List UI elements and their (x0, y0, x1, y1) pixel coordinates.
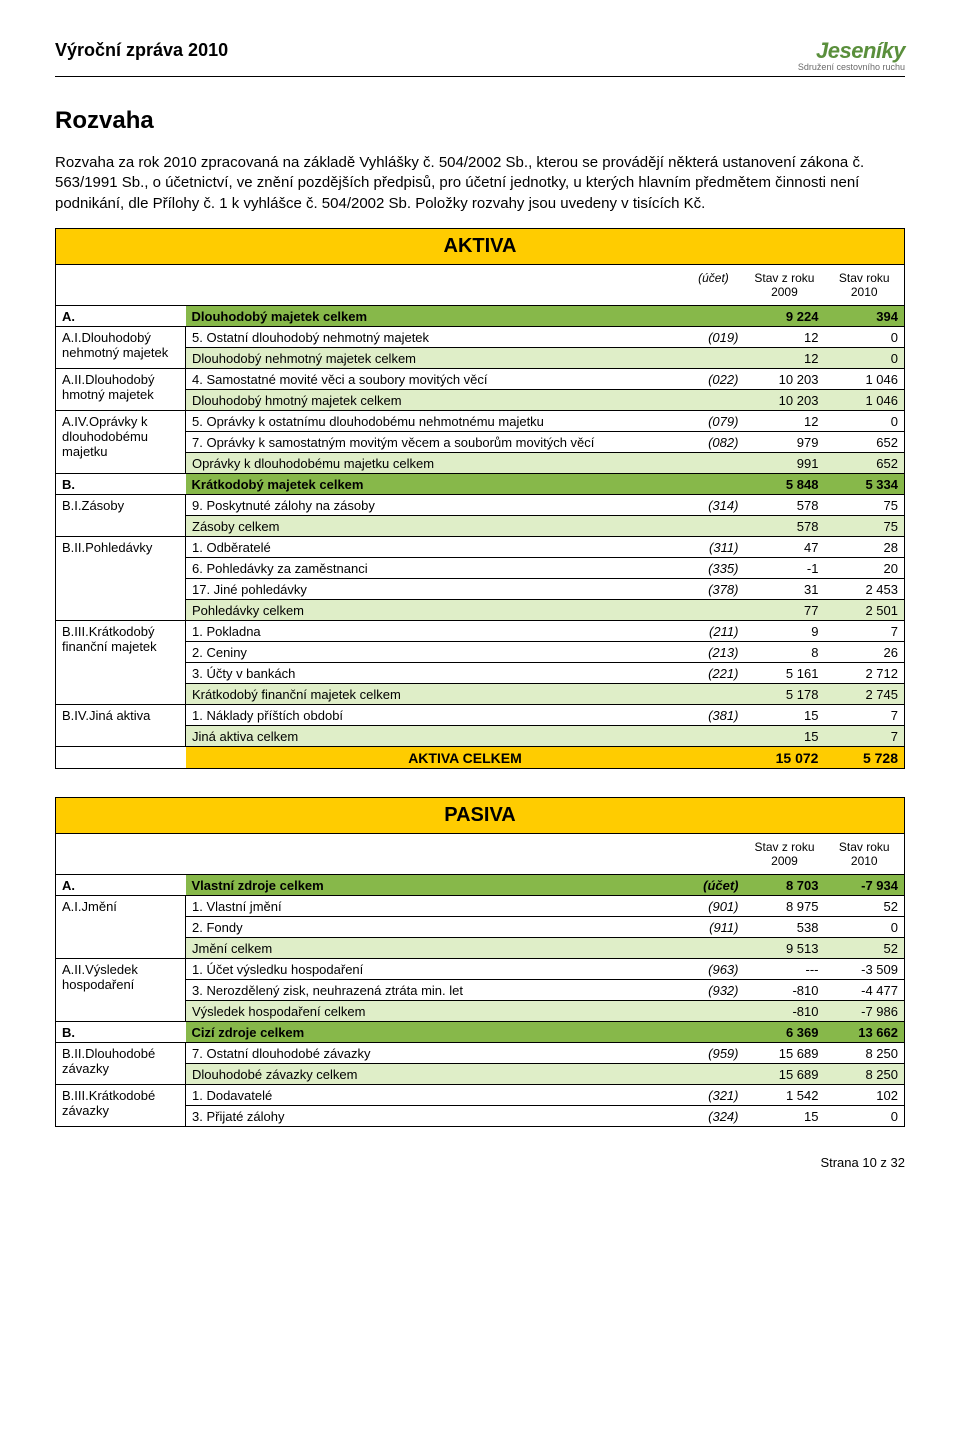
aktiva-banner: AKTIVA (56, 228, 905, 264)
row-desc: Dlouhodobý majetek celkem (186, 305, 745, 326)
aktiva-table: AKTIVA (účet) Stav z roku 2009 Stav roku… (55, 228, 905, 769)
logo-subtitle: Sdružení cestovního ruchu (798, 63, 905, 72)
row-label: A.IV.Oprávky k dlouhodobému majetku (56, 410, 186, 473)
section-heading: Rozvaha (55, 107, 905, 135)
logo-text: Jeseníky (798, 40, 905, 62)
col-2009: Stav z roku 2009 (744, 264, 824, 305)
row-label: A.II.Dlouhodobý hmotný majetek (56, 368, 186, 410)
intro-paragraph: Rozvaha za rok 2010 zpracovaná na základ… (55, 153, 905, 214)
page-number: Strana 10 z 32 (820, 1155, 905, 1170)
row-label: A.I.Dlouhodobý nehmotný majetek (56, 326, 186, 368)
row-val: 9 224 (744, 305, 824, 326)
doc-title: Výroční zpráva 2010 (55, 40, 228, 61)
col-2010: Stav roku 2010 (824, 264, 904, 305)
col-acct: (účet) (682, 264, 744, 305)
row-val: 394 (824, 305, 904, 326)
logo: Jeseníky Sdružení cestovního ruchu (798, 40, 905, 72)
page-footer: Strana 10 z 32 (55, 1155, 905, 1170)
pasiva-table: PASIVA Stav z roku 2009 Stav roku 2010 A… (55, 797, 905, 1127)
row-label: A. (56, 305, 186, 326)
header-rule (55, 76, 905, 77)
pasiva-banner: PASIVA (56, 797, 905, 833)
aktiva-total-label: AKTIVA CELKEM (186, 746, 745, 768)
page-header: Výroční zpráva 2010 Jeseníky Sdružení ce… (55, 40, 905, 72)
